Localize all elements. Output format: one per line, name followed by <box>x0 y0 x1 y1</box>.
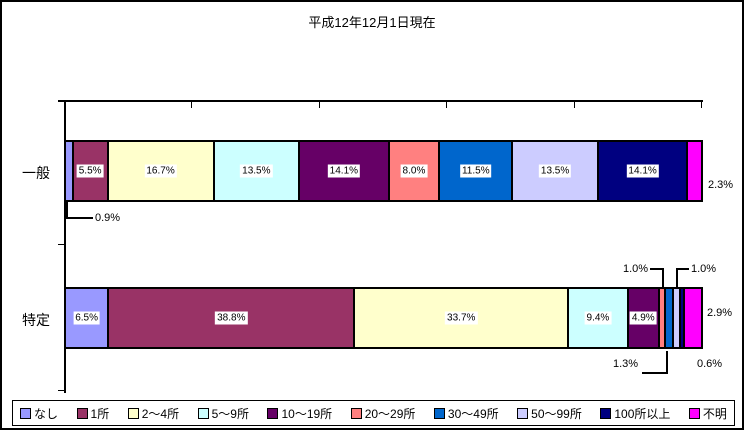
x-axis-tick <box>64 102 65 108</box>
data-label-特定-不明: 2.9% <box>707 307 733 319</box>
data-label: 14.1% <box>327 164 361 178</box>
y-axis-tick <box>58 244 64 245</box>
callout-leader-line <box>676 268 678 287</box>
data-label: 13.5% <box>240 164 273 178</box>
legend-item-なし: なし <box>20 405 58 422</box>
category-label-ippan: 一般 <box>22 165 50 181</box>
callout-leader-line <box>66 217 93 219</box>
bar-segment-一般-30～49所: 11.5% <box>438 142 512 200</box>
legend-swatch-icon <box>267 407 279 419</box>
data-label-一般-不明: 2.3% <box>708 179 734 191</box>
data-label: 5.5% <box>76 164 104 178</box>
data-label-特定-50～99所: 1.0% <box>691 263 717 275</box>
callout-leader-line <box>666 351 668 374</box>
legend-label: 50～99所 <box>531 406 582 421</box>
x-axis-tick <box>573 102 575 108</box>
category-axis-line <box>64 100 66 393</box>
bar-segment-特定-5～9所: 9.4% <box>567 289 627 347</box>
legend-item-不明: 不明 <box>688 405 727 422</box>
data-label-特定-30～49所: 1.3% <box>613 358 639 370</box>
legend-label: 10～19所 <box>281 406 333 421</box>
callout-leader-line <box>66 202 68 219</box>
legend-swatch-icon <box>688 407 700 419</box>
bar-segment-一般-20～29所: 8.0% <box>387 142 439 200</box>
data-label: 14.1% <box>626 164 659 178</box>
data-label: 6.5% <box>73 311 101 325</box>
data-label: 8.0% <box>400 164 428 178</box>
bar-segment-一般-不明 <box>686 142 701 200</box>
callout-leader-line <box>642 372 668 374</box>
legend-item-20～29所: 20～29所 <box>350 405 416 422</box>
legend-item-100所以上: 100所以上 <box>600 405 670 422</box>
data-label-特定-20～29所: 1.0% <box>623 263 649 275</box>
legend-item-30～49所: 30～49所 <box>433 405 499 422</box>
legend-item-10～19所: 10～19所 <box>267 405 332 422</box>
legend-swatch-icon <box>517 407 529 419</box>
legend-swatch-icon <box>20 407 31 419</box>
data-label: 4.9% <box>629 311 657 325</box>
bar-segment-特定-100所以上 <box>678 289 683 347</box>
data-label: 33.7% <box>445 311 478 325</box>
data-label-特定-100所以上: 0.6% <box>697 358 723 370</box>
legend-label: 100所以上 <box>614 406 671 421</box>
legend-label: 1所 <box>90 406 110 421</box>
x-axis-tick <box>446 102 448 108</box>
legend-item-5～9所: 5～9所 <box>197 405 249 422</box>
legend-swatch-icon <box>350 407 362 419</box>
data-label: 9.4% <box>584 311 612 325</box>
callout-leader-line <box>662 268 664 287</box>
legend-swatch-icon <box>433 407 445 419</box>
bar-segment-一般-2～4所: 16.7% <box>106 142 213 200</box>
bar-segment-一般-50～99所: 13.5% <box>511 142 597 200</box>
callout-leader-line <box>676 268 689 270</box>
legend-swatch-icon <box>76 407 88 419</box>
legend: なし 1所 2～4所 5～9所 10～19所 20～29所 30～49所 50～99所 100所… <box>12 400 735 426</box>
legend-label: 20～29所 <box>364 406 416 421</box>
legend-label: 2～4所 <box>141 406 180 421</box>
legend-item-50～99所: 50～99所 <box>517 405 582 422</box>
bar-segment-特定-10～19所: 4.9% <box>626 289 658 347</box>
legend-swatch-icon <box>600 407 612 419</box>
bar-segment-特定-なし: 6.5% <box>66 289 108 347</box>
bar-segment-特定-1所: 38.8% <box>107 289 354 347</box>
legend-swatch-icon <box>197 407 209 419</box>
bar-segment-一般-なし <box>66 142 72 200</box>
bar-segment-特定-30～49所 <box>664 289 673 347</box>
data-label-一般-なし: 0.9% <box>95 212 121 224</box>
y-axis-tick <box>58 390 64 391</box>
bar-segment-一般-100所以上: 14.1% <box>596 142 687 200</box>
x-axis-tick <box>318 102 320 108</box>
legend-label: 30～49所 <box>447 406 499 421</box>
legend-label: 不明 <box>702 406 727 421</box>
y-axis-tick <box>58 100 64 101</box>
chart-title: 平成12年12月1日現在 <box>308 15 436 30</box>
value-axis-line <box>58 100 703 102</box>
x-axis-tick <box>701 102 702 108</box>
legend-item-2～4所: 2～4所 <box>127 405 180 422</box>
bar-segment-一般-1所: 5.5% <box>71 142 107 200</box>
legend-item-1所: 1所 <box>76 405 110 422</box>
bar-一般: 5.5% 16.7% 13.5% 14.1% 8.0% 11.5% 13.5% 14.1% <box>64 140 703 202</box>
data-label: 16.7% <box>144 164 177 178</box>
bar-segment-特定-2～4所: 33.7% <box>353 289 568 347</box>
bar-segment-一般-5～9所: 13.5% <box>212 142 299 200</box>
bar-segment-特定-50～99所 <box>672 289 679 347</box>
legend-swatch-icon <box>127 407 139 419</box>
x-axis-tick <box>191 102 193 108</box>
legend-label: なし <box>34 406 59 421</box>
category-label-tokutei: 特定 <box>22 312 50 328</box>
bar-segment-特定-不明 <box>682 289 701 347</box>
bar-segment-一般-10～19所: 14.1% <box>298 142 388 200</box>
data-label: 38.8% <box>215 311 248 325</box>
data-label: 11.5% <box>459 164 492 178</box>
bar-特定: 6.5% 38.8% 33.7% 9.4% 4.9% <box>64 287 703 349</box>
callout-leader-line <box>650 268 664 270</box>
legend-label: 5～9所 <box>211 406 249 421</box>
bar-segment-特定-20～29所 <box>657 289 665 347</box>
data-label: 13.5% <box>538 164 572 178</box>
